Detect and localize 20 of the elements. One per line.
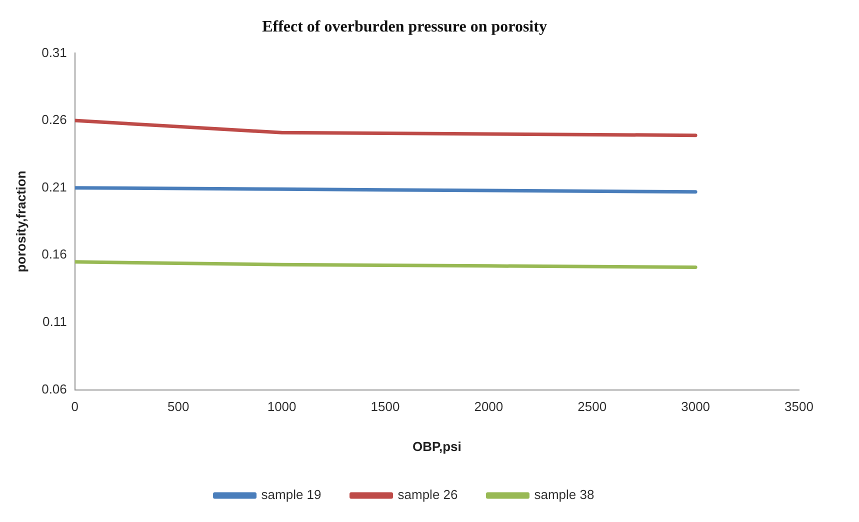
chart-title: Effect of overburden pressure on porosity (262, 18, 547, 36)
x-tick-label: 1500 (370, 399, 400, 414)
y-tick-label: 0.06 (42, 381, 67, 396)
legend-label: sample 19 (261, 487, 322, 502)
x-tick-label: 2000 (474, 399, 504, 414)
y-tick-label: 0.21 (42, 179, 67, 194)
x-tick-label: 2500 (578, 399, 607, 414)
x-tick-label: 1000 (267, 399, 296, 414)
x-tick-label: 500 (167, 399, 190, 414)
y-tick-label: 0.31 (42, 44, 67, 60)
y-tick-label: 0.11 (42, 314, 67, 330)
x-axis-title: OBP,psi (412, 438, 462, 454)
y-tick-label: 0.26 (42, 112, 67, 128)
x-tick-label: 3000 (681, 399, 710, 414)
legend-label: sample 38 (534, 487, 594, 502)
x-tick-label: 0 (71, 399, 79, 414)
legend-label: sample 26 (398, 487, 458, 502)
x-tick-label: 3500 (784, 399, 814, 414)
y-axis-title: porosity,fraction (13, 170, 28, 272)
y-tick-label: 0.16 (42, 246, 67, 262)
